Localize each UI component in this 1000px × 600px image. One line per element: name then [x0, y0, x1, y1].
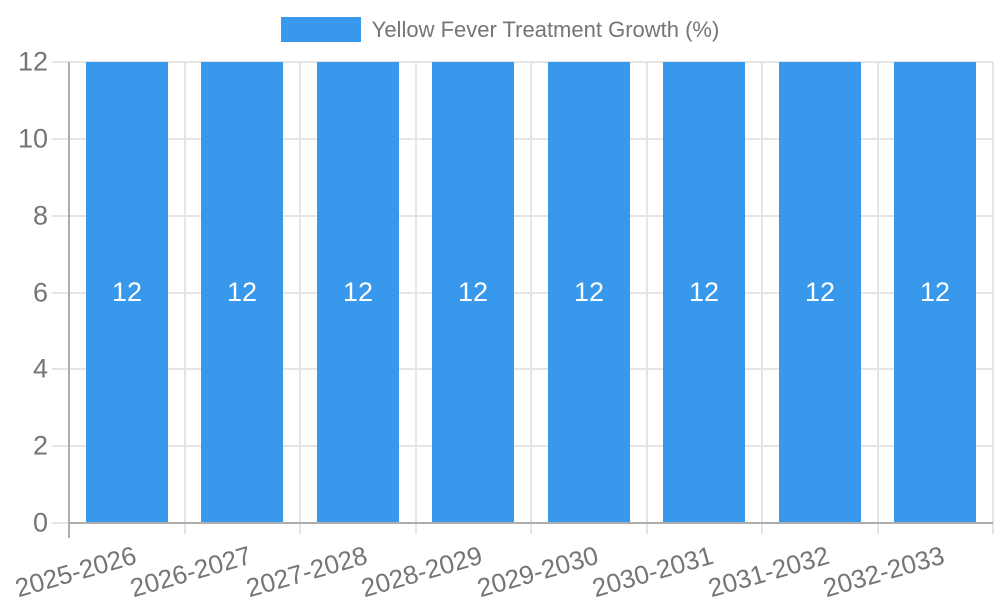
bar-value-label: 12	[457, 277, 489, 307]
h-gridline	[52, 368, 993, 370]
y-axis-tick-label: 10	[17, 123, 48, 154]
chart-legend: Yellow Fever Treatment Growth (%)	[0, 17, 1000, 42]
h-gridline	[52, 215, 993, 217]
x-axis-tick-label: 2032-2033	[819, 540, 948, 600]
bar-value-label: 12	[226, 277, 258, 307]
x-axis-tick-label: 2031-2032	[704, 540, 833, 600]
h-gridline	[52, 138, 993, 140]
v-gridline	[415, 62, 417, 534]
y-axis-tick-label: 6	[32, 277, 48, 308]
bar: 12	[432, 62, 514, 523]
h-gridline	[52, 445, 993, 447]
h-gridline	[52, 61, 993, 63]
x-axis-tick-label: 2028-2029	[357, 540, 486, 600]
v-gridline	[184, 62, 186, 534]
v-gridline	[761, 62, 763, 534]
legend-color-swatch[interactable]	[280, 17, 361, 42]
bar: 12	[86, 62, 168, 523]
bar: 12	[663, 62, 745, 523]
bar: 12	[779, 62, 861, 523]
bar-value-label: 12	[111, 277, 143, 307]
y-axis-tick-label: 2	[32, 430, 48, 461]
v-gridline	[299, 62, 301, 534]
bar-value-label: 12	[804, 277, 836, 307]
y-axis-tick-label: 4	[32, 353, 48, 384]
y-axis-tick-label: 12	[17, 46, 48, 77]
bar-value-label: 12	[342, 277, 374, 307]
bar: 12	[894, 62, 976, 523]
y-axis-tick-label: 8	[32, 200, 48, 231]
x-axis-tick-label: 2027-2028	[242, 540, 371, 600]
y-axis-line	[68, 62, 70, 538]
v-gridline	[646, 62, 648, 534]
y-axis-tick-label: 0	[32, 507, 48, 538]
v-gridline	[530, 62, 532, 534]
v-gridline	[992, 62, 994, 534]
x-axis-tick-label: 2029-2030	[473, 540, 602, 600]
bar-value-label: 12	[919, 277, 951, 307]
bar: 12	[317, 62, 399, 523]
x-axis-line	[68, 522, 993, 524]
h-gridline	[52, 292, 993, 294]
bar-value-label: 12	[688, 277, 720, 307]
bar-value-label: 12	[573, 277, 605, 307]
v-gridline	[877, 62, 879, 534]
legend-series-label[interactable]: Yellow Fever Treatment Growth (%)	[371, 17, 720, 42]
x-axis-tick-label: 2030-2031	[588, 540, 717, 600]
bar: 12	[548, 62, 630, 523]
bar: 12	[201, 62, 283, 523]
x-axis-tick-label: 2026-2027	[126, 540, 255, 600]
x-axis-tick-label: 2025-2026	[11, 540, 140, 600]
